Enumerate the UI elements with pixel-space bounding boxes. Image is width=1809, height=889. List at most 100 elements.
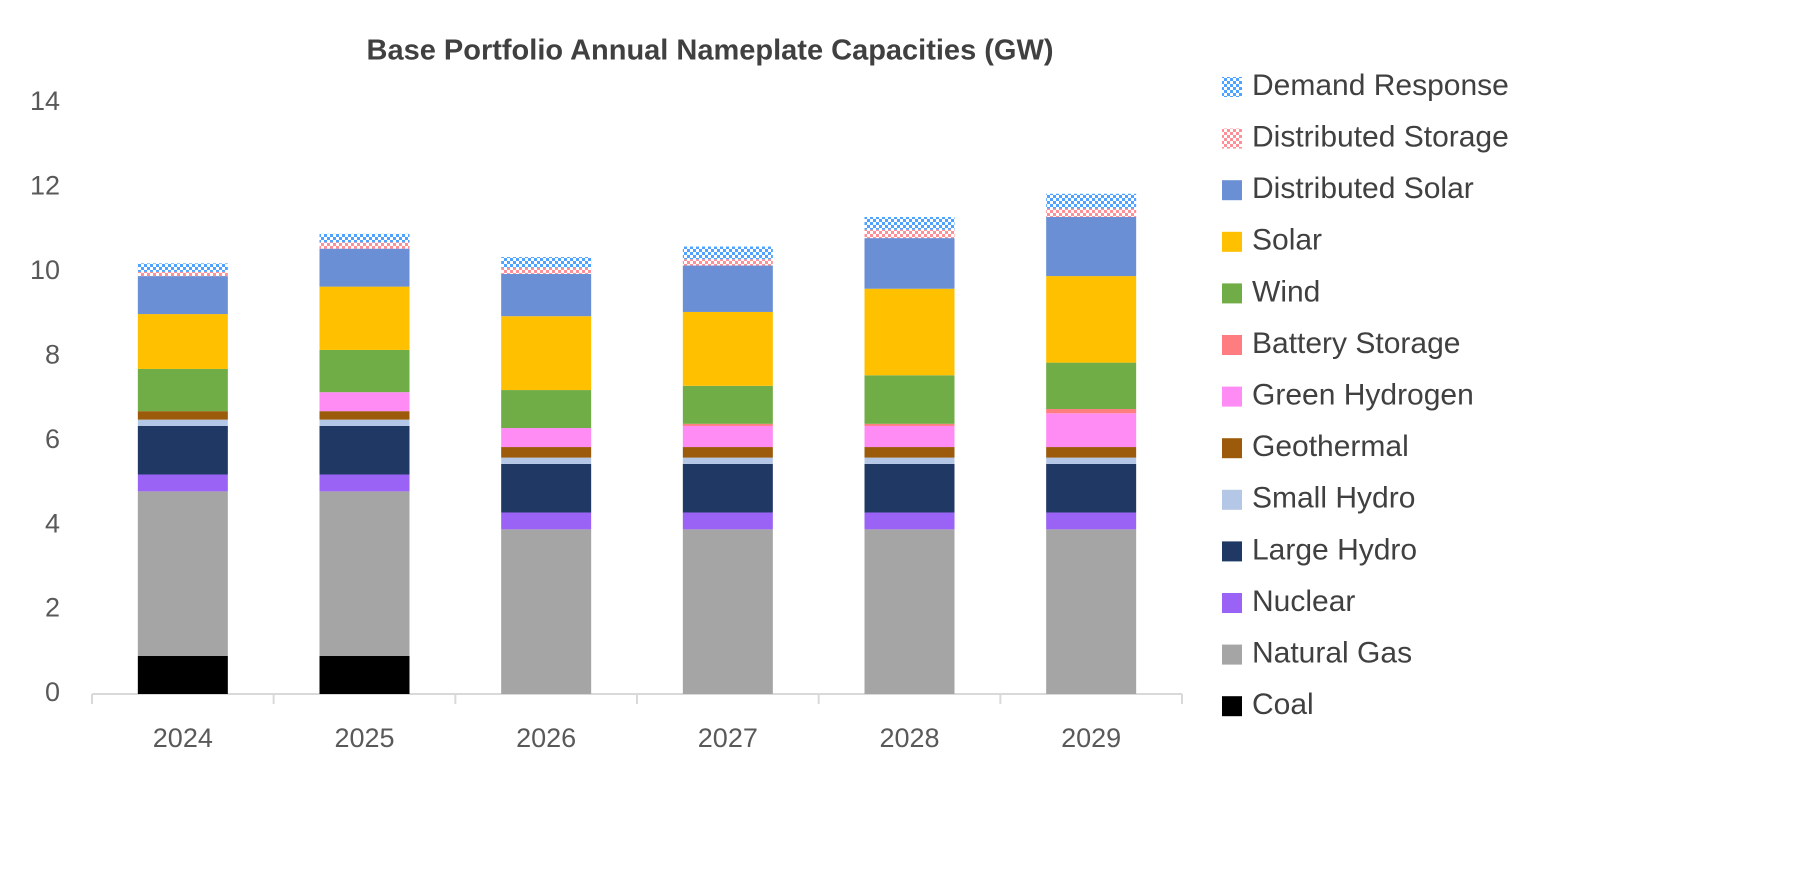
bar-segment	[682, 447, 773, 458]
x-tick-label: 2029	[1061, 723, 1121, 753]
legend-swatch	[1222, 541, 1242, 562]
legend-swatch	[1222, 283, 1242, 304]
legend-label: Distributed Solar	[1252, 172, 1474, 205]
legend-swatch	[1222, 180, 1242, 201]
bar-segment	[864, 288, 955, 376]
bar-segment	[501, 267, 592, 274]
bar-segment	[137, 656, 228, 694]
y-tick-label: 0	[45, 677, 60, 707]
bar-segment	[864, 238, 955, 289]
bar-segment	[319, 248, 410, 287]
legend-swatch	[1222, 128, 1242, 149]
bar-segment	[137, 368, 228, 412]
bar-segment	[319, 425, 410, 475]
legend-label: Distributed Storage	[1252, 121, 1509, 154]
x-tick-label: 2025	[334, 723, 394, 753]
legend-label: Small Hydro	[1252, 482, 1415, 515]
bar-segment	[137, 411, 228, 420]
bar-segment	[319, 392, 410, 412]
legend-swatch	[1222, 231, 1242, 252]
bar-segment	[319, 491, 410, 657]
bar-segment	[501, 316, 592, 391]
legend-label: Solar	[1252, 224, 1322, 257]
bar-segment	[319, 656, 410, 694]
bar-segment	[137, 276, 228, 315]
bar-segment	[1046, 216, 1137, 277]
bar-segment	[501, 529, 592, 694]
y-tick-label: 8	[45, 339, 60, 369]
bar-segment	[864, 463, 955, 513]
bar-segment	[319, 349, 410, 393]
bar-segment	[137, 314, 228, 369]
bar-segment	[682, 423, 773, 426]
bar-segment	[319, 286, 410, 350]
legend-swatch	[1222, 335, 1242, 355]
bar-segment	[682, 512, 773, 530]
bar-segment	[501, 273, 592, 317]
legend-label: Coal	[1252, 688, 1314, 721]
bar-segment	[137, 491, 228, 657]
bar-segment	[319, 233, 410, 243]
bar-segment	[864, 216, 955, 230]
bar-segment	[1046, 193, 1137, 209]
y-tick-label: 14	[30, 86, 60, 116]
y-tick-label: 4	[45, 508, 60, 538]
bar-segment	[864, 457, 955, 464]
bar-segment	[682, 529, 773, 694]
bar-segment	[864, 229, 955, 239]
bar-segment	[501, 257, 592, 268]
bar-segment	[319, 419, 410, 426]
legend-swatch	[1222, 644, 1242, 665]
bar-segment	[137, 425, 228, 475]
legend-swatch	[1222, 696, 1242, 717]
bar-segment	[1046, 409, 1137, 414]
bar-segment	[864, 423, 955, 426]
y-tick-label: 2	[45, 593, 60, 623]
legend-label: Demand Response	[1252, 69, 1509, 102]
bar-segment	[1046, 276, 1137, 363]
bar-segment	[1046, 512, 1137, 530]
bar-segment	[864, 375, 955, 424]
legend-label: Battery Storage	[1252, 327, 1460, 360]
bar-segment	[319, 411, 410, 420]
bar-segment	[682, 311, 773, 386]
x-tick-label: 2027	[698, 723, 758, 753]
legend-label: Geothermal	[1252, 430, 1409, 463]
legend-label: Natural Gas	[1252, 637, 1412, 670]
bar-segment	[1046, 529, 1137, 694]
bar-segment	[682, 385, 773, 424]
bar-segment	[137, 474, 228, 492]
bar-segment	[501, 512, 592, 530]
x-tick-label: 2024	[153, 723, 213, 753]
legend-swatch	[1222, 386, 1242, 407]
bar-segment	[137, 271, 228, 277]
bar-segment	[1046, 362, 1137, 410]
bar-segment	[501, 457, 592, 464]
bar-segment	[137, 263, 228, 272]
bar-segment	[1046, 208, 1137, 217]
bar-segment	[682, 457, 773, 464]
bar-segment	[682, 425, 773, 448]
bar-segment	[1046, 447, 1137, 458]
bar-segment	[1046, 457, 1137, 464]
bar-segment	[319, 474, 410, 492]
bar-segment	[864, 529, 955, 694]
legend-swatch	[1222, 438, 1242, 459]
bar-segment	[682, 265, 773, 312]
bar-segment	[864, 447, 955, 458]
y-tick-label: 6	[45, 424, 60, 454]
bar-segment	[1046, 463, 1137, 513]
y-tick-label: 12	[30, 171, 60, 201]
chart-title: Base Portfolio Annual Nameplate Capaciti…	[367, 35, 1054, 67]
legend-label: Green Hydrogen	[1252, 379, 1474, 412]
legend-label: Large Hydro	[1252, 533, 1417, 566]
legend-swatch	[1222, 593, 1242, 613]
bar-segment	[501, 463, 592, 513]
bar-segment	[682, 259, 773, 266]
x-tick-label: 2026	[516, 723, 576, 753]
bar-segment	[864, 425, 955, 448]
y-tick-label: 10	[30, 255, 60, 285]
bar-segment	[1046, 413, 1137, 448]
bar-segment	[501, 390, 592, 429]
